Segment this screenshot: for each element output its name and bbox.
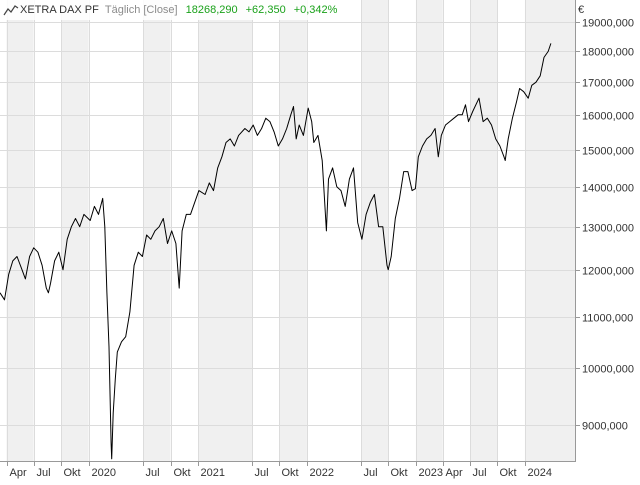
chart-header: XETRA DAX PF Täglich [Close] 18268,290 +… — [0, 0, 350, 20]
background-band — [88, 0, 144, 462]
currency-label: € — [578, 4, 585, 16]
x-tick-label: Jul — [146, 467, 160, 479]
x-tick-label: Okt — [391, 467, 408, 479]
y-tick-label: 16000,000 — [582, 111, 634, 123]
price-change: +62,350 — [245, 4, 286, 16]
y-tick-label: 13000,000 — [582, 223, 634, 235]
background-band — [442, 0, 470, 462]
x-tick-label: Okt — [64, 467, 81, 479]
horizontal-gridlines — [0, 22, 576, 426]
background-band — [61, 0, 89, 462]
instrument-name: XETRA DAX PF — [20, 4, 99, 16]
background-band — [6, 0, 34, 462]
background-band — [524, 0, 576, 462]
x-tick-label: Apr — [10, 467, 27, 479]
x-tick-label: 2021 — [201, 467, 225, 479]
y-tick-label: 14000,000 — [582, 183, 634, 195]
x-tick-label: 2023 — [419, 467, 443, 479]
price-change-percent: +0,342% — [293, 4, 338, 16]
x-axis: Apr Jul Okt 2020 Jul Okt 2021 Jul Okt 2022 Jul Okt 2… — [7, 462, 552, 479]
background-band — [33, 0, 62, 462]
background-band — [497, 0, 525, 462]
x-tick-label: Jul — [473, 467, 487, 479]
background-band — [170, 0, 198, 462]
background-band — [415, 0, 443, 462]
x-tick-label: Okt — [282, 467, 299, 479]
x-tick-label: Okt — [500, 467, 517, 479]
x-tick-label: 2024 — [528, 467, 552, 479]
vertical-gridlines — [7, 0, 526, 462]
x-tick-label: Apr — [446, 467, 463, 479]
x-tick-label: 2022 — [310, 467, 334, 479]
background-band — [0, 0, 7, 462]
series-line — [0, 43, 552, 460]
background-band — [279, 0, 307, 462]
x-tick-label: Jul — [255, 467, 269, 479]
background-bands — [0, 0, 576, 462]
x-tick-label: Jul — [364, 467, 378, 479]
background-band — [252, 0, 280, 462]
x-tick-label: 2020 — [92, 467, 116, 479]
price-mode: Täglich [Close] — [104, 4, 178, 16]
y-tick-label: 15000,000 — [582, 146, 634, 158]
background-band — [143, 0, 171, 462]
y-axis: 9000,000 10000,000 11000,000 12000,000 13000… — [576, 18, 634, 433]
line-chart-icon — [3, 4, 19, 16]
background-band — [469, 0, 498, 462]
y-tick-label: 10000,000 — [582, 364, 634, 376]
x-tick-label: Okt — [174, 467, 191, 479]
background-band — [306, 0, 362, 462]
y-tick-label: 19000,000 — [582, 18, 634, 30]
y-tick-label: 9000,000 — [582, 421, 628, 433]
y-tick-label: 17000,000 — [582, 78, 634, 90]
last-price: 18268,290 — [185, 4, 238, 16]
y-tick-label: 18000,000 — [582, 47, 634, 59]
y-tick-label: 12000,000 — [582, 266, 634, 278]
background-band — [197, 0, 253, 462]
background-band — [388, 0, 416, 462]
y-tick-label: 11000,000 — [582, 313, 633, 325]
x-tick-label: Jul — [37, 467, 51, 479]
background-band — [361, 0, 389, 462]
